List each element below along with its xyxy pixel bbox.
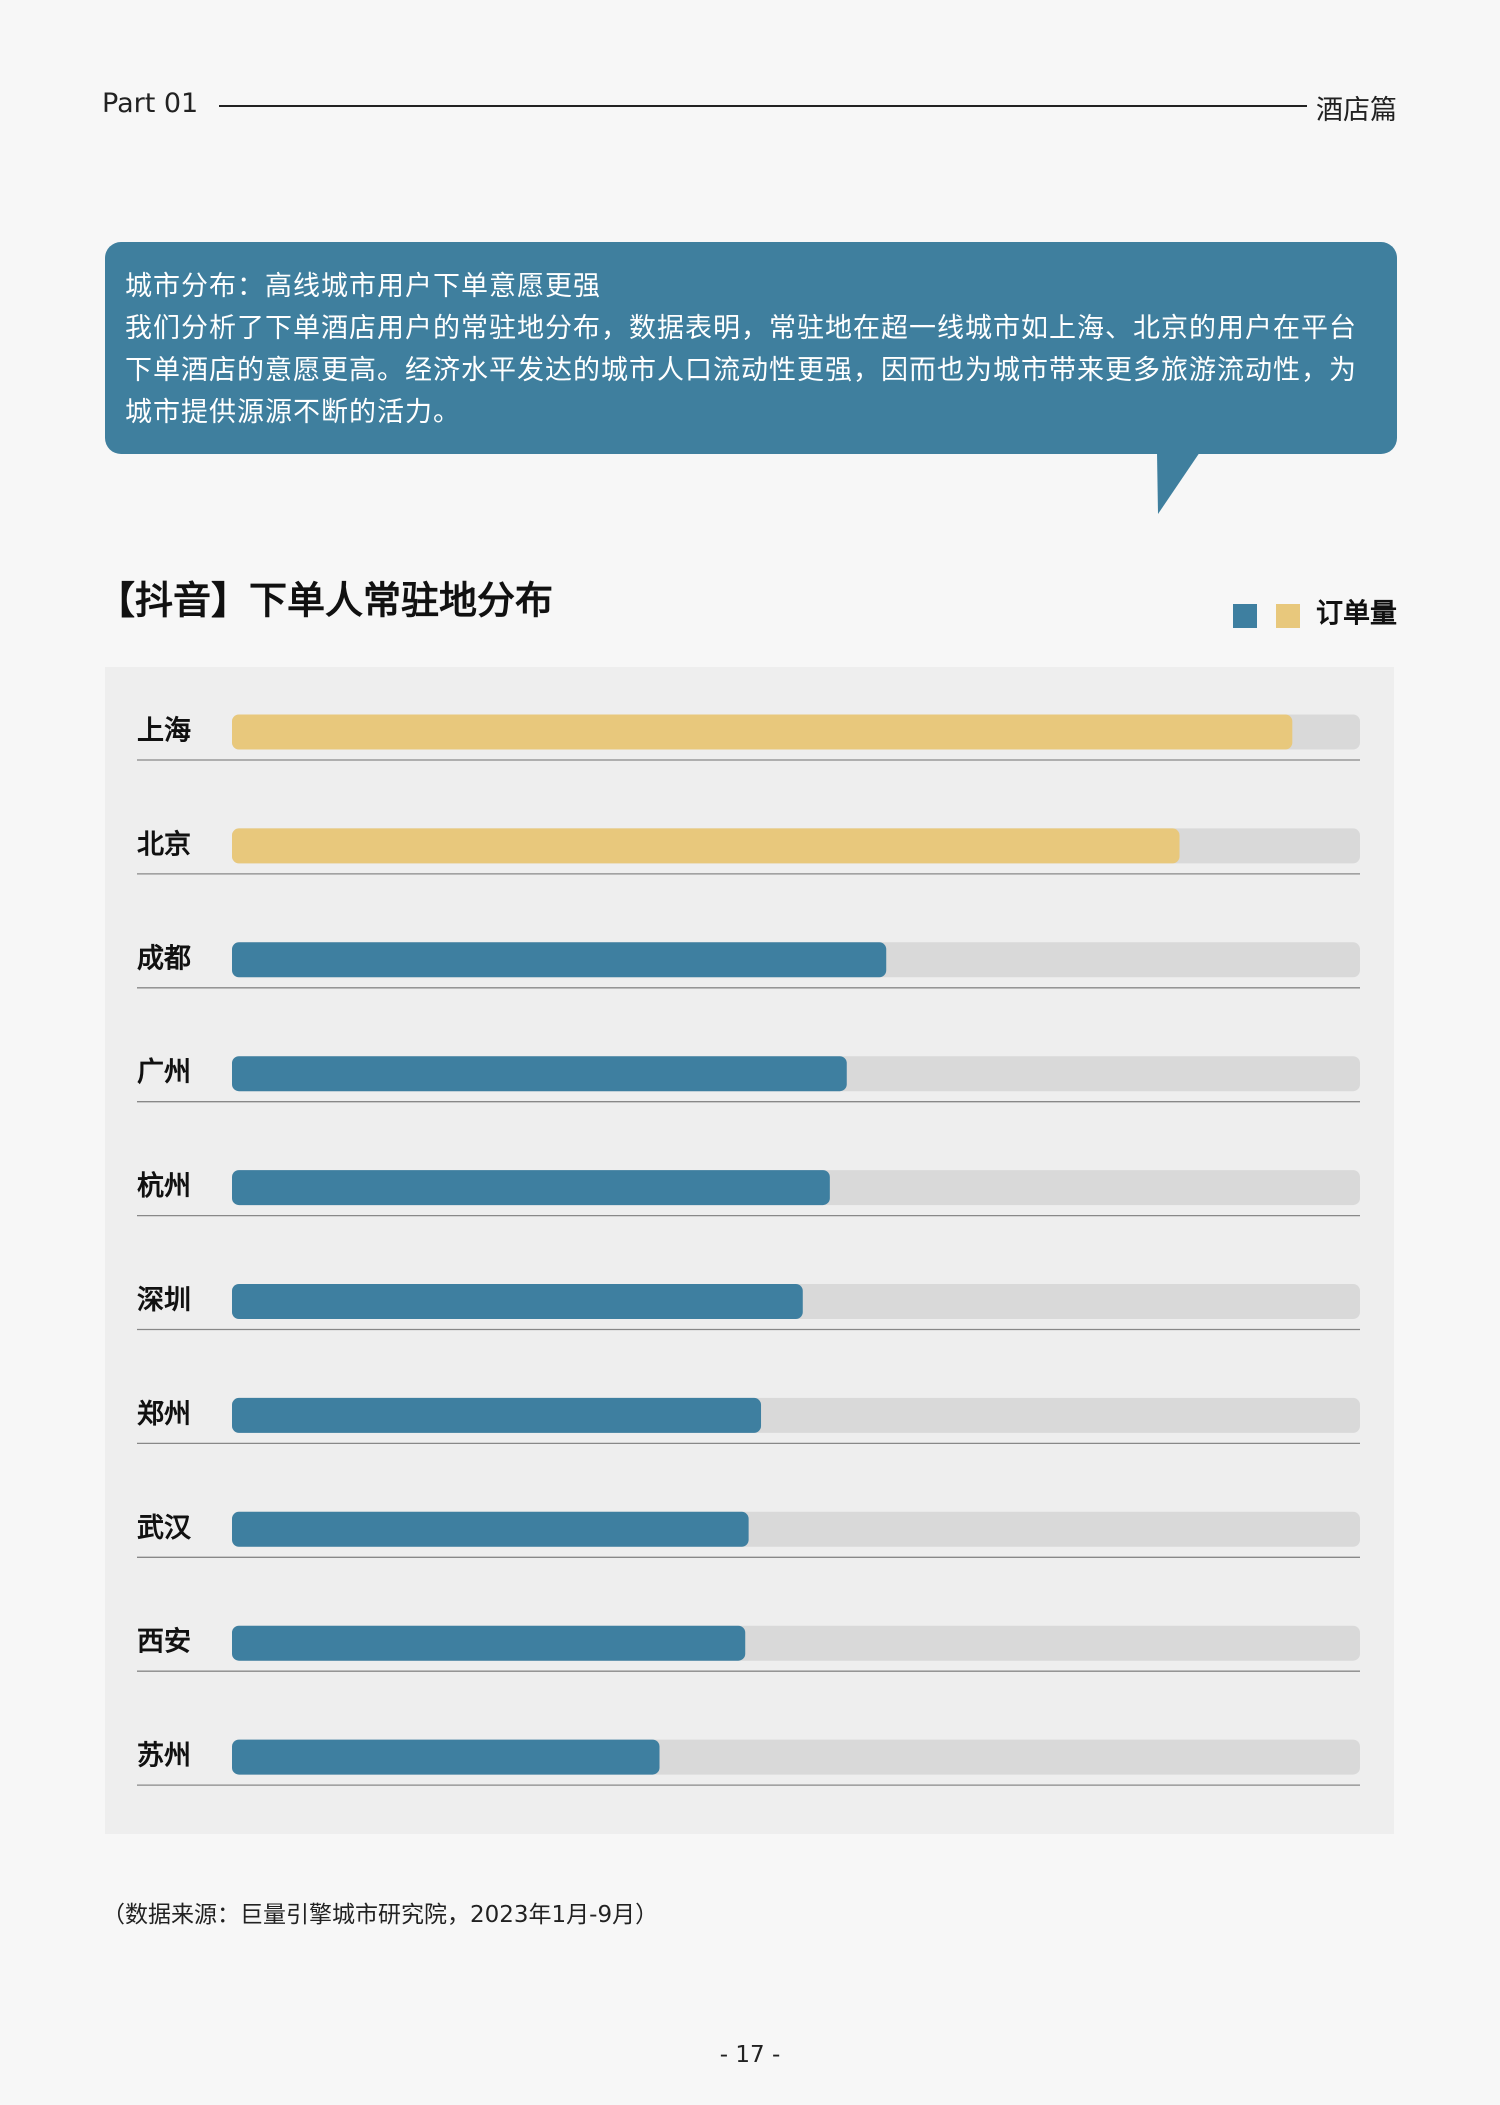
legend-swatch xyxy=(1233,604,1257,628)
category-label: 广州 xyxy=(137,1057,191,1088)
header-rule xyxy=(219,105,1307,107)
category-label: 杭州 xyxy=(137,1170,191,1202)
bar xyxy=(232,714,1293,750)
category-label: 武汉 xyxy=(137,1513,192,1544)
source-note: （数据来源：巨量引擎城市研究院，2023年1月-9月） xyxy=(102,1902,659,1928)
bar xyxy=(232,1170,830,1206)
chart-title: 【抖音】下单人常驻地分布 xyxy=(97,579,553,623)
bar xyxy=(232,1625,746,1661)
bar xyxy=(232,1056,847,1092)
category-label: 西安 xyxy=(137,1627,191,1658)
category-label: 苏州 xyxy=(137,1741,191,1772)
category-label: 成都 xyxy=(137,943,191,974)
callout-title: 城市分布：高线城市用户下单意愿更强 xyxy=(125,271,601,302)
category-label: 上海 xyxy=(137,716,191,747)
legend-swatch xyxy=(1276,604,1300,628)
bar xyxy=(232,1739,660,1775)
bar xyxy=(232,1511,749,1547)
legend-label: 订单量 xyxy=(1316,599,1397,630)
callout-text: 我们分析了下单酒店用户的常驻地分布，数据表明，常驻地在超一线城市如上海、北京的用… xyxy=(125,313,1357,428)
callout: 城市分布：高线城市用户下单意愿更强 我们分析了下单酒店用户的常驻地分布，数据表明… xyxy=(105,242,1397,454)
category-label: 北京 xyxy=(137,828,191,860)
bar xyxy=(232,1397,762,1433)
section-label: 酒店篇 xyxy=(1316,95,1397,126)
page-number: - 17 - xyxy=(719,2042,781,2068)
category-label: 深圳 xyxy=(137,1285,191,1316)
part-label: Part 01 xyxy=(102,88,199,119)
callout-tail xyxy=(1157,452,1200,514)
bar xyxy=(232,828,1180,864)
category-label: 郑州 xyxy=(137,1399,191,1430)
bar xyxy=(232,942,887,978)
bar xyxy=(232,1284,803,1319)
